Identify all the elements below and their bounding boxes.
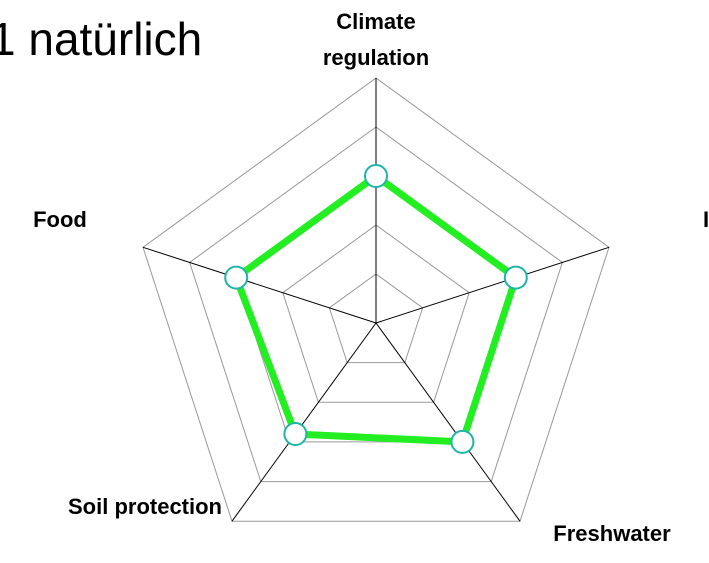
axis-label: Freshwater [553,521,671,546]
data-point [283,421,308,446]
data-point [364,164,388,188]
axis-label: Climate regulation [322,9,430,70]
grid-ring [142,77,610,522]
chart-title: 1 natürlich [0,13,203,65]
axis-label: Food [33,207,87,232]
grid-ring [282,224,470,403]
data-point [224,265,249,290]
data-point [450,429,475,454]
axis-spoke [231,322,377,522]
axis-label: Soil protection [68,494,222,519]
grid-ring [189,126,563,483]
axis-spoke [375,322,521,522]
grid-ring [328,273,424,364]
axis-label: I [703,207,709,232]
axis-spoke [142,246,377,324]
data-point [503,265,528,290]
axis-spoke [375,246,610,324]
series-line [231,171,520,446]
